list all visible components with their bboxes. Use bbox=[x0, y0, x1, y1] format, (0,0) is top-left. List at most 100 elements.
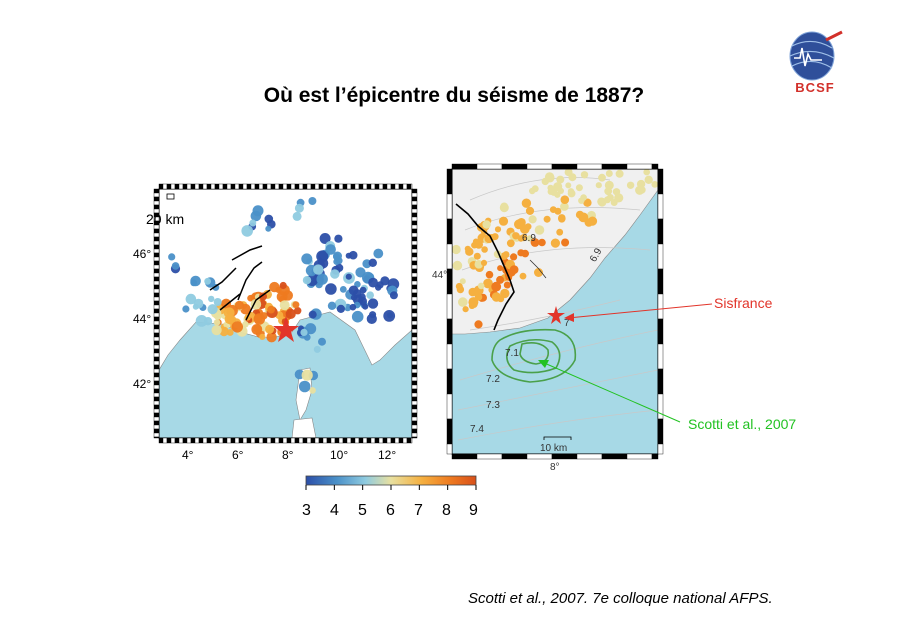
epicenter-dot bbox=[366, 313, 377, 324]
epicenter-dot bbox=[538, 238, 546, 247]
frame-tick bbox=[153, 392, 160, 398]
frame-tick bbox=[158, 183, 164, 190]
frame-tick bbox=[354, 183, 360, 190]
frame-tick bbox=[398, 437, 404, 444]
frame-tick bbox=[411, 364, 418, 370]
epicenter-dot bbox=[241, 225, 253, 237]
frame-tick bbox=[153, 332, 160, 338]
frame-tick bbox=[314, 183, 320, 190]
epicenter-dot bbox=[459, 278, 466, 285]
frame-tick bbox=[153, 312, 160, 318]
frame-tick bbox=[446, 218, 453, 245]
frame-tick bbox=[153, 292, 160, 298]
frame-tick bbox=[326, 437, 332, 444]
frame-tick bbox=[342, 183, 348, 190]
frame-tick bbox=[153, 252, 160, 258]
frame-tick bbox=[242, 437, 248, 444]
frame-tick bbox=[411, 300, 418, 306]
epicenter-dot bbox=[521, 198, 532, 208]
epicenter-dot bbox=[575, 210, 584, 219]
epicenter-dot bbox=[300, 328, 308, 336]
frame-tick bbox=[411, 312, 418, 318]
frame-tick bbox=[286, 437, 292, 444]
frame-tick bbox=[153, 248, 160, 254]
frame-tick bbox=[302, 437, 308, 444]
frame-tick bbox=[411, 212, 418, 218]
epicenter-dot bbox=[330, 269, 340, 279]
frame-tick bbox=[411, 224, 418, 230]
frame-tick bbox=[334, 437, 340, 444]
frame-tick bbox=[346, 437, 352, 444]
frame-tick bbox=[194, 183, 200, 190]
frame-tick bbox=[153, 352, 160, 358]
corsica bbox=[295, 367, 313, 421]
frame-tick bbox=[262, 183, 268, 190]
epicenter-dot bbox=[265, 324, 275, 334]
frame-tick bbox=[282, 183, 288, 190]
frame-tick bbox=[394, 183, 400, 190]
epicenter-dot bbox=[643, 169, 650, 176]
frame-tick bbox=[206, 437, 212, 444]
epicenter-dot bbox=[316, 250, 329, 263]
frame-tick bbox=[446, 193, 453, 220]
frame-tick bbox=[266, 183, 272, 190]
sardinia bbox=[291, 417, 317, 438]
frame-tick bbox=[186, 437, 192, 444]
epicenter-dot bbox=[213, 311, 222, 320]
frame-tick bbox=[386, 437, 392, 444]
sisfrance-arrowhead bbox=[564, 313, 574, 322]
minor-fault bbox=[529, 259, 547, 279]
frame-tick bbox=[374, 437, 380, 444]
frame-tick bbox=[370, 183, 376, 190]
epicenter-dot bbox=[472, 238, 479, 245]
epicenter-dot bbox=[354, 281, 361, 288]
frame-tick bbox=[298, 183, 304, 190]
frame-tick bbox=[338, 183, 344, 190]
epicenter-dot bbox=[474, 260, 484, 269]
frame-tick bbox=[411, 348, 418, 354]
epicenter-dot bbox=[185, 293, 197, 305]
epicenter-dot bbox=[483, 278, 493, 289]
right-lat-label: 44° bbox=[432, 270, 447, 281]
frame-tick bbox=[411, 208, 418, 214]
lon-label-12: 12° bbox=[378, 448, 396, 462]
frame-tick bbox=[318, 183, 324, 190]
epicenter-dot bbox=[482, 220, 491, 229]
epicenter-dot bbox=[491, 281, 502, 292]
frame-tick bbox=[153, 276, 160, 282]
frame-tick bbox=[657, 218, 664, 245]
frame-tick bbox=[162, 437, 168, 444]
frame-tick bbox=[153, 268, 160, 274]
frame-tick bbox=[657, 193, 664, 220]
right-scale-label: 10 km bbox=[540, 443, 567, 454]
frame-tick bbox=[294, 183, 300, 190]
frame-tick bbox=[153, 300, 160, 306]
epicenter-dot bbox=[575, 184, 583, 192]
epicenter-dot bbox=[549, 206, 557, 214]
frame-tick bbox=[411, 276, 418, 282]
sisfrance-arrow bbox=[567, 303, 713, 319]
epicenter-dot bbox=[558, 215, 566, 223]
frame-tick bbox=[153, 328, 160, 334]
frame-tick bbox=[446, 318, 453, 345]
epicenter-dot bbox=[565, 182, 572, 189]
epicenter-dot bbox=[333, 258, 340, 266]
frame-tick bbox=[234, 437, 240, 444]
frame-tick bbox=[194, 437, 200, 444]
contour-label-7.4: 7.4 bbox=[470, 424, 484, 435]
colorbar-ticks bbox=[305, 485, 477, 490]
frame-tick bbox=[411, 352, 418, 358]
frame-tick bbox=[258, 183, 264, 190]
epicenter-dot bbox=[294, 307, 302, 315]
epicenter-dot bbox=[348, 250, 358, 260]
frame-tick bbox=[153, 204, 160, 210]
frame-tick bbox=[222, 437, 228, 444]
frame-tick bbox=[342, 437, 348, 444]
frame-tick bbox=[254, 437, 260, 444]
epicenter-dot bbox=[292, 211, 302, 221]
epicenter-dot bbox=[614, 193, 624, 203]
lon-label-6: 6° bbox=[232, 448, 244, 462]
epicenter-dot bbox=[226, 329, 234, 336]
epicenter-dot bbox=[213, 298, 222, 306]
